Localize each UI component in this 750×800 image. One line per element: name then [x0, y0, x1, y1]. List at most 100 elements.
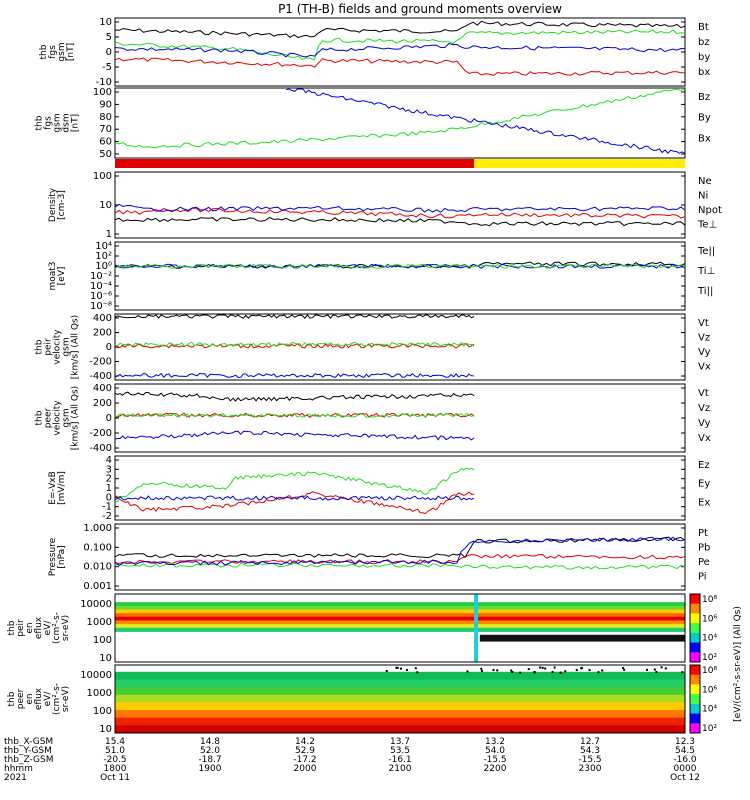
spectrogram-speck — [511, 671, 514, 674]
y-tick-label: 10⁰ — [95, 261, 112, 272]
x-row-value: 12.7 — [580, 737, 600, 747]
y-tick-label: 400 — [93, 313, 112, 324]
y-tick-label: 0.010 — [83, 562, 112, 573]
panel-peer-spectrogram: 10000 1000 100 10 thb peer en eflux eV/(cm²-s-sr… — [7, 664, 686, 735]
colorbar-step — [690, 613, 700, 624]
legend-Pb: Pb — [698, 543, 710, 554]
series-Vz — [114, 343, 475, 349]
series-Te|| — [114, 261, 686, 269]
x-row-value: 0000 — [674, 764, 697, 774]
panel-fgs-gsm: 10 5 0 -5 -10 thb fgs gsm [nT] Bt bz by bx — [39, 17, 710, 88]
colorbar-step — [690, 703, 700, 715]
panel-frame — [114, 87, 686, 159]
spectrogram-speck — [399, 667, 402, 670]
y-tick-label: 1000 — [87, 688, 112, 699]
colorbar-step — [690, 603, 700, 614]
y-tick-label: 0.001 — [83, 581, 112, 592]
y-tick-label: 70 — [99, 124, 112, 135]
y-axis-label: thb — [39, 44, 49, 59]
x-row-label: thb_Z-GSM — [4, 755, 53, 765]
colorbar-step — [690, 723, 700, 734]
mode-segment-1 — [474, 159, 685, 168]
legend-Ey: Ey — [698, 479, 710, 490]
panel-frame — [114, 171, 686, 239]
series-Ne — [114, 207, 686, 219]
x-row-value: 52.9 — [295, 746, 315, 756]
legend-Npot: Npot — [698, 205, 722, 216]
panel-peir-velocity: 400 200 0 -200 -400 thb peir velocity gsm [km/s] … — [35, 313, 711, 382]
spectrogram-speck — [466, 670, 469, 673]
y-tick-label: 200 — [93, 328, 112, 339]
x-row-value: 13.2 — [485, 737, 505, 747]
y-tick-label: 100 — [93, 635, 112, 646]
series-Ex — [114, 495, 475, 501]
legend-Vt: Vt — [698, 318, 709, 329]
series-Vt — [114, 391, 475, 402]
series-Npot — [114, 203, 686, 213]
series-Vx — [114, 430, 475, 441]
spectrogram-speck — [405, 669, 408, 672]
y-tick-label: 5 — [106, 32, 112, 43]
colorbar-step — [690, 713, 700, 724]
colorbar-tick: 10⁸ — [702, 595, 717, 605]
y-axis-label: eflux — [34, 687, 44, 710]
y-axis-label: dsm — [62, 113, 72, 132]
legend-Pe: Pe — [698, 557, 710, 568]
spectrogram-speck — [660, 666, 663, 669]
spectrogram-band-2 — [115, 609, 685, 614]
colorbar-tick: 10² — [702, 724, 717, 734]
y-axis-label: thb — [7, 691, 17, 706]
spectrogram-speck — [580, 667, 583, 670]
colorbar-tick: 10⁶ — [702, 614, 717, 624]
panel-frame — [114, 383, 686, 453]
series-bx — [114, 42, 686, 58]
y-tick-label: 100 — [93, 87, 112, 98]
y-axis-label: eV/ — [43, 691, 53, 707]
spectrogram-speck — [541, 666, 544, 669]
legend-Ni: Ni — [698, 191, 708, 202]
y-tick-label: 4 — [106, 455, 112, 466]
panel-frame — [114, 241, 686, 311]
y-axis-label: eV/ — [43, 620, 53, 636]
series-Vy — [114, 341, 475, 348]
y-tick-label: 90 — [99, 99, 112, 110]
spectrogram-speck — [622, 666, 625, 669]
y-tick-label: 0 — [106, 342, 112, 353]
x-row-value: 12.3 — [675, 737, 695, 747]
spectrogram-band-6 — [115, 717, 685, 726]
y-axis-label: eflux — [34, 616, 44, 639]
x-row-value: 2300 — [579, 764, 602, 774]
spectrogram-speck — [414, 667, 417, 670]
x-row-value: -15.5 — [578, 755, 601, 765]
y-axis-label: peer — [16, 688, 26, 709]
spectrogram-speck — [551, 671, 554, 674]
y-tick-label: -200 — [89, 357, 112, 368]
panel-pressure: 1.000 0.100 0.010 0.001 Pressure [nPa] Pt Pb Pe P… — [48, 523, 710, 592]
spectrogram-speck — [519, 671, 522, 674]
spectrogram-speck — [496, 669, 499, 672]
spectrogram-band-7 — [115, 725, 685, 734]
y-axis-label: velocity — [53, 400, 63, 436]
x-row-label: hhmm — [4, 764, 33, 774]
y-axis-label: fgs — [44, 116, 54, 130]
spectrogram-band-4 — [115, 616, 685, 621]
colorbar-tick: 10⁸ — [702, 666, 717, 676]
spectrogram-speck — [601, 669, 604, 672]
series-Ez — [114, 491, 475, 515]
y-tick-label: 1 — [106, 229, 112, 240]
spectrogram-speck — [539, 666, 542, 669]
y-tick-label: -200 — [89, 428, 112, 439]
colorbar-step — [690, 594, 700, 605]
y-tick-label: -2 — [102, 511, 112, 522]
y-axis-label: sr-eV) — [61, 686, 71, 712]
panel-frame — [114, 455, 686, 521]
spectrogram-band-3 — [115, 694, 685, 703]
panel-frame — [114, 664, 686, 734]
spectrogram-dark-band — [479, 634, 685, 642]
series-Ni — [114, 216, 686, 227]
series-Pb — [114, 553, 686, 565]
x-row-value: 1800 — [104, 764, 127, 774]
y-tick-label: 0.100 — [83, 542, 112, 553]
